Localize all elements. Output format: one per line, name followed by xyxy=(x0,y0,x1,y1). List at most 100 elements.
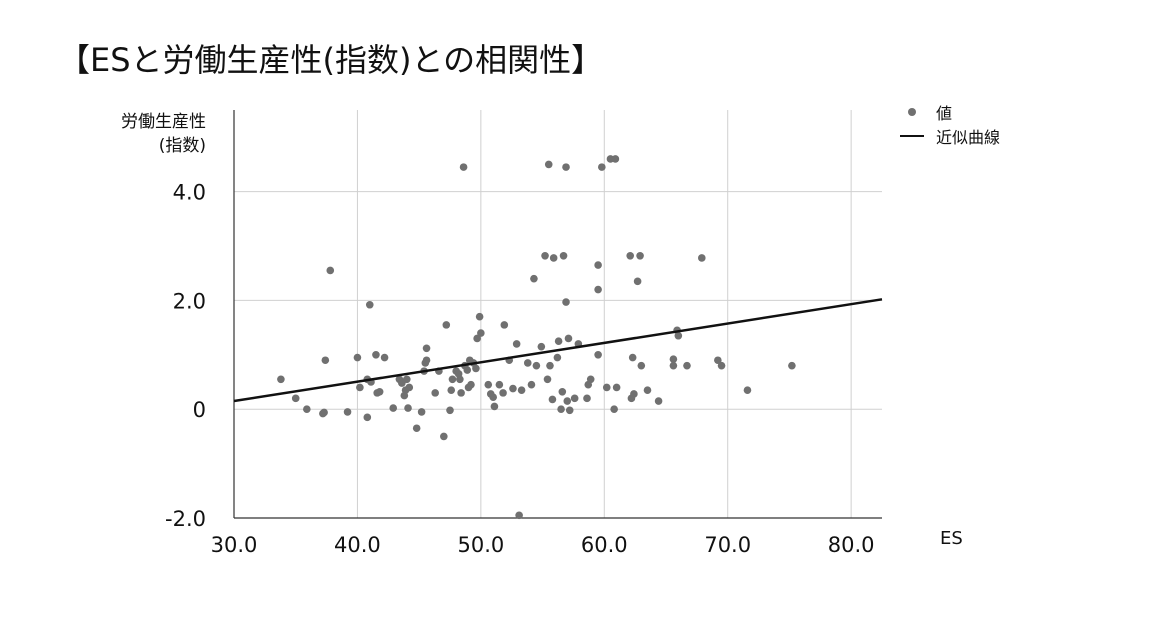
data-point xyxy=(558,387,567,396)
axes xyxy=(233,110,882,519)
y-axis-label: 労働生産性 (指数) xyxy=(80,110,206,158)
data-point xyxy=(610,405,618,414)
data-point xyxy=(564,334,573,343)
data-point xyxy=(365,300,374,309)
data-point xyxy=(562,163,570,171)
data-point xyxy=(448,375,457,384)
data-point xyxy=(669,361,678,370)
data-point xyxy=(541,251,549,260)
data-point xyxy=(446,406,454,415)
data-point xyxy=(527,380,536,389)
data-point xyxy=(683,361,691,370)
x-tick-label: 40.0 xyxy=(334,533,381,557)
data-point xyxy=(515,511,523,520)
data-point xyxy=(643,386,652,394)
data-point xyxy=(717,361,726,370)
data-point xyxy=(467,380,475,389)
data-point xyxy=(512,340,521,348)
data-point xyxy=(626,251,635,260)
x-tick-label: 80.0 xyxy=(828,533,875,557)
data-point xyxy=(544,160,553,169)
data-point xyxy=(389,404,398,412)
data-point xyxy=(697,254,706,262)
data-point xyxy=(422,356,431,365)
data-point xyxy=(412,424,421,433)
data-point xyxy=(546,361,554,370)
y-tick-label: 0 xyxy=(193,398,206,422)
data-point xyxy=(484,380,493,389)
trendline xyxy=(233,298,883,403)
data-point xyxy=(554,337,563,346)
data-point xyxy=(530,274,538,283)
data-point xyxy=(405,383,414,392)
data-point xyxy=(788,361,796,370)
data-point xyxy=(548,395,557,404)
data-point xyxy=(417,408,426,416)
data-point xyxy=(583,394,591,403)
y-axis-label-line-1: 労働生産性 xyxy=(121,112,206,132)
legend-label-values: 値 xyxy=(936,104,953,123)
legend-line-icon xyxy=(898,135,926,137)
legend-item-trendline: 近似曲線 xyxy=(898,124,1000,148)
data-point xyxy=(343,408,352,416)
data-point xyxy=(523,359,532,367)
data-point xyxy=(586,375,595,384)
data-point xyxy=(489,393,498,402)
data-point xyxy=(440,432,448,441)
data-point xyxy=(669,355,678,363)
data-point xyxy=(477,329,485,337)
x-tick-label: 60.0 xyxy=(581,533,628,557)
data-point xyxy=(594,285,602,294)
data-point xyxy=(563,397,572,405)
data-point xyxy=(403,375,411,384)
data-point xyxy=(743,386,752,394)
data-point xyxy=(509,384,517,393)
data-point xyxy=(363,413,372,422)
data-point xyxy=(291,394,300,403)
data-point xyxy=(500,321,509,329)
data-point xyxy=(463,366,472,374)
data-point xyxy=(456,375,464,384)
data-point xyxy=(321,356,330,365)
data-point xyxy=(714,356,722,365)
data-point xyxy=(553,353,562,362)
data-point xyxy=(611,155,620,163)
legend-point-icon xyxy=(898,108,926,116)
x-axis-label: ES xyxy=(940,528,963,549)
data-point xyxy=(442,321,451,329)
data-point xyxy=(472,364,480,373)
data-point xyxy=(422,344,431,353)
data-points xyxy=(277,155,796,520)
page-title: 【ESと労働生産性(指数)との相関性】 xyxy=(58,41,604,79)
data-point xyxy=(549,254,558,262)
y-tick-label: 4.0 xyxy=(173,181,206,205)
data-point xyxy=(356,383,364,392)
data-point xyxy=(594,351,602,359)
data-point xyxy=(543,375,552,384)
data-point xyxy=(637,361,646,370)
data-point xyxy=(532,361,541,370)
data-point xyxy=(559,251,568,260)
data-point xyxy=(654,397,663,405)
data-point xyxy=(495,380,504,389)
data-point xyxy=(372,351,380,359)
data-point xyxy=(570,394,579,403)
trendline-layer xyxy=(233,298,883,403)
data-point xyxy=(320,408,328,417)
data-point xyxy=(612,383,621,392)
data-point xyxy=(353,353,362,362)
data-point xyxy=(594,261,602,269)
data-point xyxy=(517,386,526,394)
data-point xyxy=(537,342,546,351)
data-point xyxy=(562,298,570,306)
data-point xyxy=(431,389,439,397)
data-point xyxy=(636,251,644,260)
data-point xyxy=(602,383,611,392)
data-point xyxy=(490,402,499,411)
data-point xyxy=(303,405,311,414)
data-point xyxy=(457,389,465,397)
data-point xyxy=(326,266,335,275)
data-point xyxy=(630,390,638,398)
data-point xyxy=(557,405,565,414)
